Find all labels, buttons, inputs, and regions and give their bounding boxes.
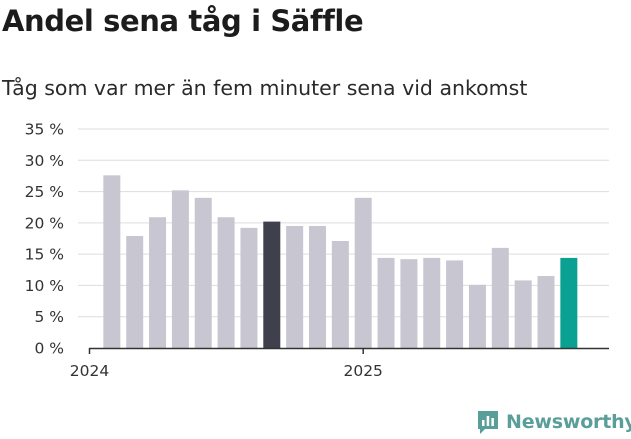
bar-2025-01 [354, 197, 372, 348]
bars [103, 175, 578, 348]
bar-2025-05 [446, 260, 464, 348]
bar-2024-07 [217, 217, 235, 348]
bar-2025-07 [491, 247, 509, 348]
y-tick-label: 5 % [34, 308, 64, 326]
y-tick-label: 20 % [25, 214, 64, 232]
bar-2024-04 [149, 217, 167, 348]
bar-2024-03 [126, 236, 144, 348]
y-tick-label: 30 % [25, 152, 64, 170]
y-tick-label: 0 % [34, 340, 64, 358]
bar-2025-09 [537, 276, 555, 348]
newsworthy-brand: Newsworthy [476, 408, 631, 436]
bar-2024-06 [194, 197, 212, 348]
bar-2024-08 [240, 227, 258, 348]
bar-2024-05 [171, 190, 189, 348]
brand-name: Newsworthy [506, 411, 631, 433]
y-axis-ticks: 0 % 5 % 10 % 15 % 20 % 25 % 30 % 35 % [25, 121, 64, 358]
bar-2025-06 [468, 284, 486, 348]
bar-2025-02 [377, 257, 395, 348]
bar-chart: 0 % 5 % 10 % 15 % 20 % 25 % 30 % 35 % 2024 2025 [25, 121, 609, 380]
y-tick-label: 35 % [25, 121, 64, 139]
x-tick-label: 2024 [70, 362, 109, 380]
newsworthy-logo-icon [478, 411, 498, 434]
y-tick-label: 15 % [25, 246, 64, 264]
bar-2024-10 [286, 225, 304, 348]
chart-title: Andel sena tåg i Säffle [2, 4, 364, 38]
chart-subtitle: Tåg som var mer än fem minuter sena vid … [2, 76, 528, 100]
y-tick-label: 25 % [25, 183, 64, 201]
bar-2025-03 [400, 259, 418, 348]
y-tick-label: 10 % [25, 277, 64, 295]
bar-2024-12 [331, 241, 349, 348]
bar-2024-02 [103, 175, 121, 348]
x-axis: 2024 2025 [70, 347, 609, 380]
bar-2025-04 [423, 257, 441, 348]
bar-2025-08 [514, 280, 532, 348]
bar-2024-09 [263, 221, 281, 348]
x-tick-label: 2025 [343, 362, 382, 380]
bar-2025-10 [560, 257, 578, 348]
bar-2024-11 [309, 225, 326, 348]
